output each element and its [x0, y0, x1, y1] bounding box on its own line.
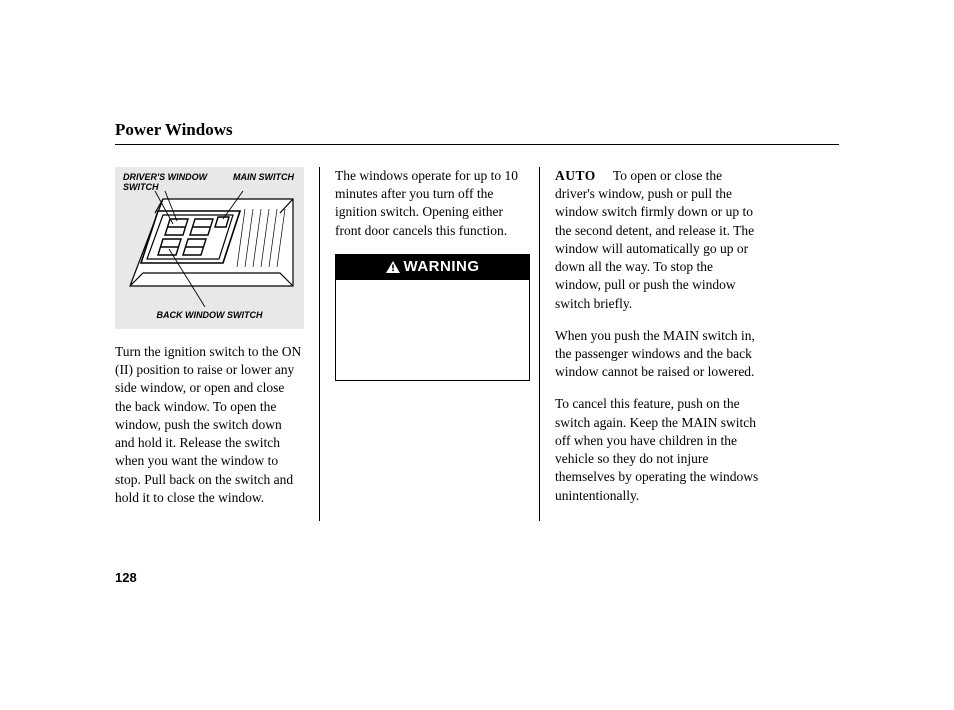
auto-label: AUTO [555, 168, 596, 183]
col3-paragraph-1: AUTO To open or close the driver's windo… [555, 167, 760, 313]
col3-para1-rest: To open or close the driver's window, pu… [555, 168, 754, 311]
column-2: The windows operate for up to 10 minutes… [320, 167, 540, 521]
warning-label: WARNING [404, 257, 480, 277]
page-number: 128 [115, 570, 137, 585]
diagram-label-driver: DRIVER'S WINDOW SWITCH [123, 173, 213, 193]
column-1: DRIVER'S WINDOW SWITCH MAIN SWITCH BACK … [115, 167, 320, 521]
diagram-label-main: MAIN SWITCH [233, 173, 294, 183]
diagram-label-back: BACK WINDOW SWITCH [115, 311, 304, 321]
col3-paragraph-2: When you push the MAIN switch in, the pa… [555, 327, 760, 382]
warning-body [336, 280, 529, 380]
col2-paragraph-1: The windows operate for up to 10 minutes… [335, 167, 524, 240]
switch-diagram: DRIVER'S WINDOW SWITCH MAIN SWITCH BACK … [115, 167, 304, 329]
column-3: AUTO To open or close the driver's windo… [540, 167, 760, 521]
warning-callout: WARNING [335, 254, 530, 381]
page-title: Power Windows [115, 120, 839, 145]
content-columns: DRIVER'S WINDOW SWITCH MAIN SWITCH BACK … [115, 167, 839, 521]
col3-paragraph-3: To cancel this feature, push on the swit… [555, 395, 760, 504]
manual-page: Power Windows DRIVER'S WINDOW SWITCH MAI… [0, 0, 954, 521]
switch-panel-illustration [125, 191, 295, 307]
warning-triangle-icon [386, 261, 400, 273]
warning-header: WARNING [336, 255, 529, 280]
col1-paragraph-1: Turn the ignition switch to the ON (II) … [115, 343, 304, 507]
